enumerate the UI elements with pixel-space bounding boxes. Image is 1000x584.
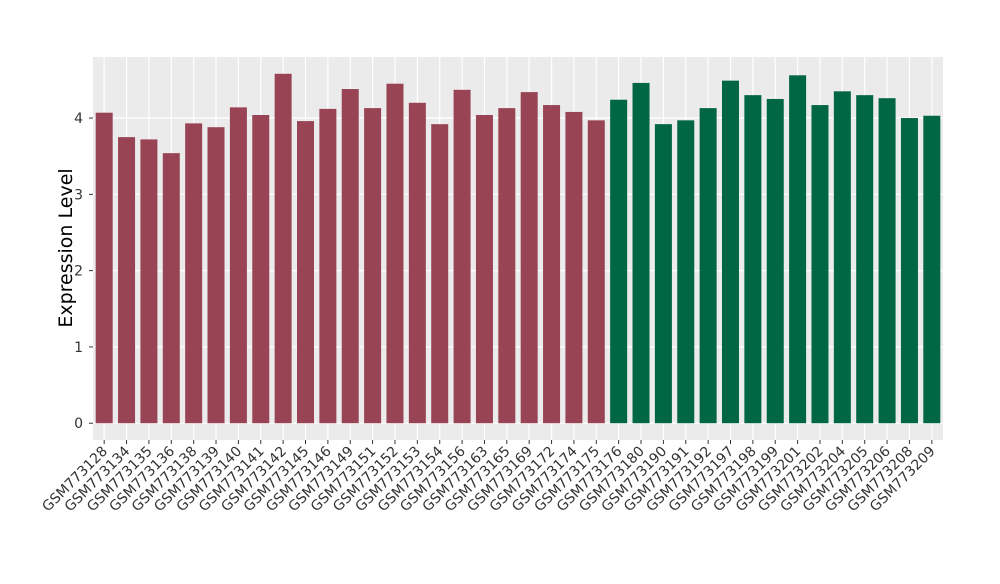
bar — [498, 108, 516, 424]
bar — [699, 108, 717, 424]
bar — [140, 139, 158, 424]
bar — [453, 89, 471, 424]
bar — [408, 102, 426, 424]
bar — [923, 115, 941, 424]
bar — [811, 105, 829, 424]
y-tick-label: 0 — [74, 416, 83, 432]
bar — [878, 98, 896, 424]
y-tick-label: 2 — [74, 264, 83, 280]
y-tick-label: 1 — [74, 340, 83, 356]
bar — [229, 107, 247, 424]
bar — [856, 95, 874, 424]
bar — [95, 112, 113, 424]
bar — [319, 108, 337, 424]
y-tick-label: 4 — [74, 111, 83, 127]
bar — [722, 80, 739, 424]
bar — [654, 124, 672, 424]
bar — [118, 137, 136, 424]
bar — [610, 99, 628, 424]
bar — [185, 123, 203, 424]
bar — [744, 95, 762, 424]
bar — [766, 98, 784, 424]
bar — [587, 120, 605, 424]
bar — [364, 108, 382, 424]
y-axis-title: Expression Level — [55, 168, 77, 327]
bar — [543, 105, 561, 424]
bar — [252, 114, 270, 424]
bar — [677, 120, 695, 424]
bar — [789, 75, 807, 424]
y-tick-label: 3 — [74, 187, 83, 203]
bar — [274, 73, 292, 424]
bar — [341, 89, 359, 424]
bar — [207, 127, 225, 424]
bar — [565, 111, 583, 424]
bar — [475, 114, 493, 424]
bar — [431, 124, 449, 424]
bar — [297, 121, 314, 424]
bar — [162, 153, 180, 424]
bar — [632, 82, 650, 424]
bar — [833, 91, 851, 424]
bar — [900, 118, 918, 424]
bar — [386, 83, 404, 424]
bar — [520, 92, 538, 424]
